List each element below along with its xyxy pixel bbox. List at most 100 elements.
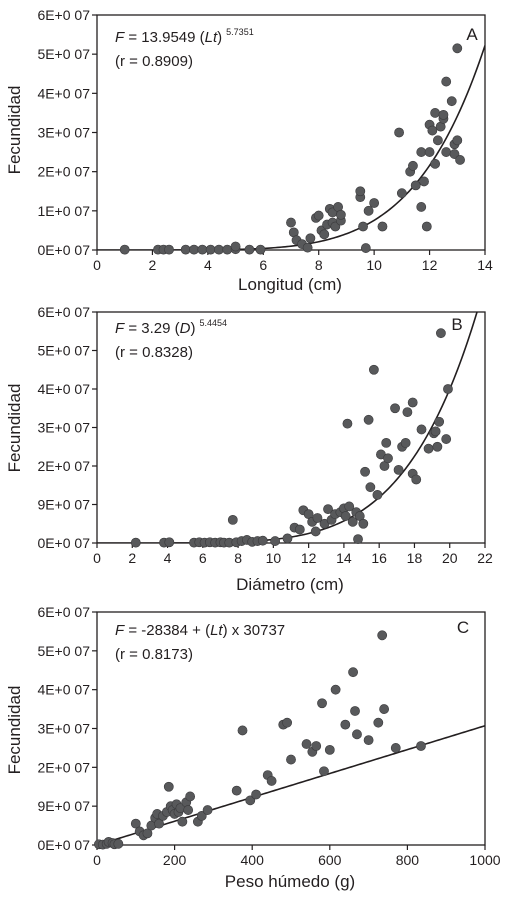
- chart-b-point: [402, 407, 413, 417]
- chart-c-point: [319, 766, 329, 777]
- chart-a-xlabel: Longitud (cm): [238, 275, 342, 294]
- chart-b-point: [393, 464, 404, 475]
- chart-b-xtick-label: 6: [199, 550, 207, 566]
- chart-b-eq-close: ): [190, 320, 195, 337]
- chart-b-point: [383, 453, 393, 464]
- chart-c-svg: 0 200 400 600 800 1000 0E+0 07 9E+0 07 2E+0 07 3E…: [5, 604, 501, 891]
- chart-a-point: [164, 244, 174, 255]
- chart-c-point: [301, 739, 312, 749]
- chart-a-xtick-label: 4: [204, 257, 212, 273]
- chart-c-marks: 0 200 400 600 800 1000 0E+0 07 9E+0 07 2E+0 07 3E…: [37, 604, 500, 868]
- chart-a-point: [430, 158, 441, 169]
- chart-panel-b: 0 2 4 6 8 10 12 14 16 18 20 22 0E+0 07 9E+0 07 2E+0 07…: [0, 300, 505, 600]
- chart-a-xtick-label: 14: [477, 257, 493, 273]
- chart-a-point: [377, 221, 388, 232]
- chart-a-point: [416, 202, 427, 212]
- chart-a-eq-var: Lt: [205, 29, 218, 46]
- chart-c-point: [266, 776, 277, 786]
- chart-b-ylabel: Fecundidad: [5, 384, 24, 473]
- chart-c-xlabel: Peso húmedo (g): [225, 872, 355, 891]
- chart-b-ytick-label: 0E+0 07: [37, 535, 90, 551]
- chart-a-point: [416, 147, 427, 157]
- chart-a-panel-letter: A: [466, 25, 478, 44]
- chart-c-ytick-label: 3E+0 07: [37, 721, 90, 737]
- chart-a-ytick-label: 5E+0 07: [37, 46, 90, 62]
- chart-a-point: [355, 186, 366, 197]
- chart-c-ylabel: Fecundidad: [5, 686, 24, 775]
- chart-a-ytick-label: 1E+0 07: [37, 203, 90, 219]
- chart-c-point: [286, 754, 296, 765]
- chart-a-point: [358, 221, 368, 232]
- chart-b-point: [441, 434, 452, 444]
- chart-b-ytick-label: 6E+0 07: [37, 304, 90, 320]
- chart-a-point: [360, 243, 371, 253]
- chart-b-point: [443, 384, 453, 394]
- chart-c-point: [185, 791, 196, 802]
- chart-a-point: [410, 180, 421, 191]
- chart-c-point: [130, 818, 141, 829]
- chart-b-panel-letter: B: [451, 315, 462, 334]
- chart-b-xtick-label: 2: [128, 550, 136, 566]
- chart-c-xtick-label: 0: [93, 852, 101, 868]
- chart-c-point: [311, 741, 322, 751]
- chart-b-point: [436, 328, 446, 339]
- chart-c-point: [282, 717, 293, 728]
- chart-a-point: [302, 242, 313, 253]
- chart-b-ytick-label: 5E+0 07: [37, 343, 90, 359]
- chart-a-point: [432, 135, 443, 146]
- chart-c-r-value: (r = 0.8173): [115, 646, 193, 663]
- chart-b-xtick-label: 10: [266, 550, 282, 566]
- chart-b-point: [372, 489, 383, 500]
- chart-b-xtick-label: 12: [301, 550, 317, 566]
- chart-a-point: [205, 244, 216, 255]
- chart-a-marks: 0 2 4 6 8 10 12 14 0E+0 07 1E+0 07 2E+0 07 3E+0 07 4…: [37, 7, 493, 273]
- chart-a-eq-body: = 13.9549 (: [124, 29, 204, 46]
- chart-a-point: [180, 244, 191, 255]
- chart-a-point: [335, 209, 346, 220]
- chart-b-point: [407, 397, 418, 408]
- chart-b-point: [323, 504, 333, 515]
- chart-c-point: [196, 810, 207, 821]
- chart-b-point: [358, 518, 369, 529]
- chart-a-point: [222, 244, 233, 255]
- chart-b-point: [347, 516, 358, 527]
- chart-b-point: [423, 443, 434, 454]
- chart-b-point: [360, 466, 370, 477]
- chart-b-xtick-label: 16: [371, 550, 387, 566]
- chart-b-eq-var: D: [180, 320, 191, 337]
- chart-b-marks: 0 2 4 6 8 10 12 14 16 18 20 22 0E+0 07 9E+0 07 2E+0 07…: [37, 304, 493, 566]
- chart-b-xtick-label: 8: [234, 550, 242, 566]
- chart-a-point: [421, 221, 432, 232]
- chart-a-point: [438, 109, 449, 120]
- chart-c-point: [183, 805, 194, 815]
- chart-a-eq-close: ): [217, 29, 222, 46]
- chart-b-point: [353, 534, 363, 545]
- chart-b-point: [294, 524, 305, 535]
- chart-c-point: [373, 717, 384, 728]
- chart-c-eq-body: = -28384 + (: [124, 622, 210, 639]
- chart-b-xlabel: Diámetro (cm): [236, 575, 344, 594]
- chart-c-point: [379, 704, 390, 714]
- chart-a-point: [189, 244, 199, 255]
- chart-panel-c: 0 200 400 600 800 1000 0E+0 07 9E+0 07 2E+0 07 3E…: [0, 600, 505, 900]
- chart-b-point: [282, 533, 293, 544]
- chart-a-point: [305, 233, 316, 244]
- chart-b-svg: 0 2 4 6 8 10 12 14 16 18 20 22 0E+0 07 9E+0 07 2E+0 07…: [5, 304, 493, 594]
- chart-a-point: [230, 241, 241, 252]
- chart-a-eq-prefix: F: [115, 29, 125, 46]
- chart-a-point: [452, 43, 463, 54]
- chart-c-eq-prefix: F: [115, 622, 125, 639]
- chart-c-point: [177, 816, 188, 827]
- chart-a-point: [408, 160, 418, 171]
- chart-c-point: [377, 630, 388, 641]
- chart-c-point: [245, 795, 256, 806]
- chart-c-point: [416, 741, 426, 751]
- chart-c-point: [324, 744, 335, 755]
- chart-b-point: [381, 437, 392, 448]
- chart-a-point: [441, 147, 452, 157]
- chart-a-ytick-label: 4E+0 07: [37, 85, 90, 101]
- chart-b-point: [227, 514, 238, 525]
- chart-a-point: [441, 76, 452, 87]
- chart-b-point: [390, 403, 400, 414]
- chart-b-point: [432, 441, 443, 452]
